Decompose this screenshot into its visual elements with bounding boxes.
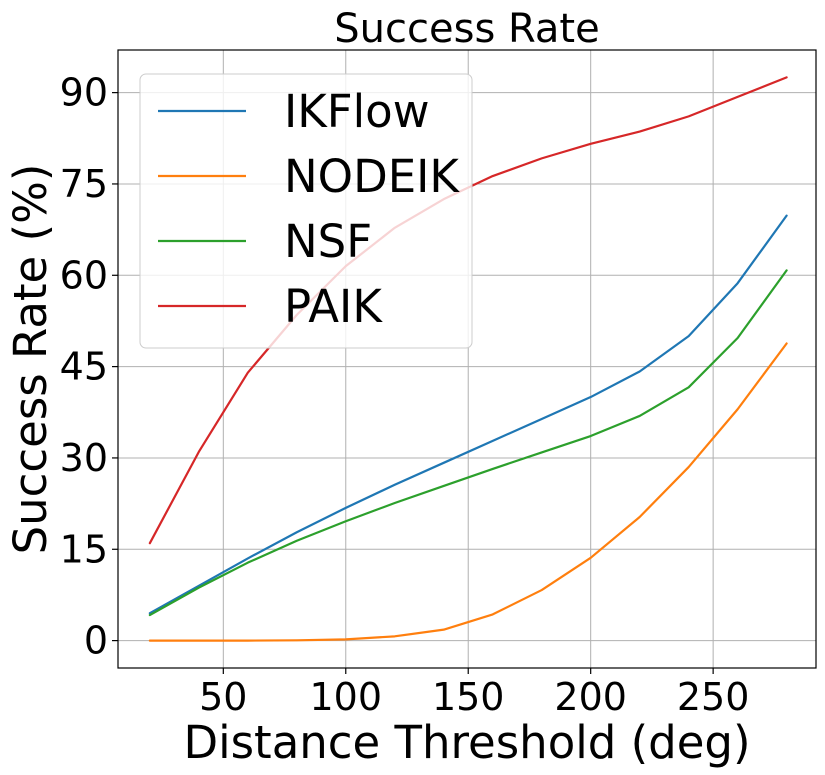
- y-tick-label: 45: [60, 345, 108, 389]
- y-tick-label: 30: [60, 436, 108, 480]
- y-tick-label: 60: [60, 253, 108, 297]
- series-lines: [148, 76, 788, 642]
- legend-label-paik: PAIK: [284, 280, 383, 333]
- series-line-ikflow: [148, 214, 788, 615]
- chart-title: Success Rate: [334, 6, 599, 52]
- legend: IKFlow NODEIK NSF PAIK: [139, 73, 473, 349]
- legend-label-nsf: NSF: [284, 215, 372, 268]
- y-tick-label: 15: [60, 527, 108, 571]
- x-tick-label: 250: [677, 675, 750, 719]
- y-axis-title: Success Rate (%): [4, 164, 57, 555]
- series-line-nodeik: [148, 342, 788, 642]
- x-tick-label: 50: [199, 675, 247, 719]
- x-tick-label: 150: [432, 675, 505, 719]
- x-tick-label: 100: [310, 675, 383, 719]
- legend-box: [139, 73, 473, 349]
- y-tick-label: 90: [60, 71, 108, 115]
- plot-frame: [117, 49, 817, 669]
- legend-label-ikflow: IKFlow: [284, 85, 430, 138]
- y-tick-label: 75: [60, 162, 108, 206]
- x-tick-label: 200: [554, 675, 627, 719]
- x-axis-title: Distance Threshold (deg): [183, 716, 750, 769]
- legend-label-nodeik: NODEIK: [284, 150, 460, 203]
- y-tick-label: 0: [84, 619, 108, 663]
- axis-ticks: 50 100 150 200 250 0 15 30 45 60 75 90: [60, 71, 750, 719]
- series-line-nsf: [148, 269, 788, 617]
